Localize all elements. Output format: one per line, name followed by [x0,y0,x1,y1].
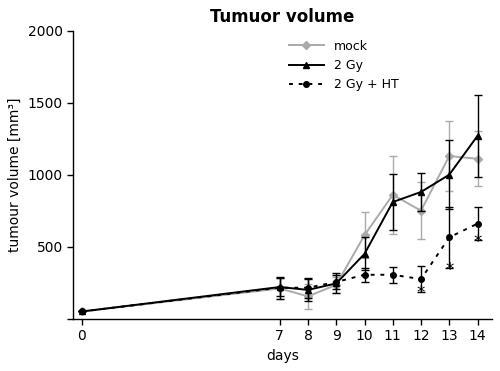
Text: *: * [417,285,425,302]
Y-axis label: tumour volume [mm³]: tumour volume [mm³] [8,98,22,252]
X-axis label: days: days [266,349,299,363]
Title: Tumuor volume: Tumuor volume [210,8,354,26]
Legend: mock, 2 Gy, 2 Gy + HT: mock, 2 Gy, 2 Gy + HT [289,40,399,91]
Text: *: * [474,233,482,251]
Text: *: * [445,261,454,279]
